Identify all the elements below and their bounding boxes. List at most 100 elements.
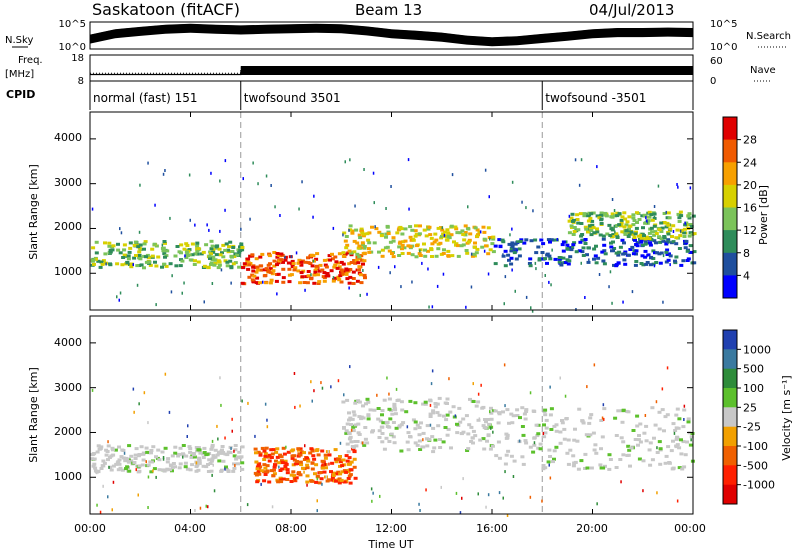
heatmap-cell	[631, 216, 636, 220]
heatmap-cell	[391, 239, 396, 243]
heatmap-cell	[607, 453, 612, 457]
heatmap-cell	[531, 450, 536, 454]
heatmap-cell	[302, 458, 307, 461]
heatmap-cell	[317, 481, 322, 485]
heatmap-cell	[446, 427, 451, 431]
heatmap-cell	[348, 416, 353, 420]
heatmap-cell	[578, 212, 583, 216]
heatmap-cell	[321, 275, 326, 279]
heatmap-cell	[129, 454, 134, 458]
heatmap-cell	[119, 455, 124, 459]
heatmap-cell	[348, 468, 353, 472]
heatmap-cell	[156, 448, 161, 452]
heatmap-cell	[287, 267, 292, 271]
heatmap-speck	[467, 205, 469, 209]
heatmap-cell	[341, 458, 346, 462]
heatmap-speck	[330, 385, 332, 389]
heatmap-cell	[678, 234, 683, 238]
heatmap-speck	[366, 292, 368, 296]
heatmap-cell	[231, 246, 236, 249]
heatmap-speck	[188, 173, 191, 177]
heatmap-cell	[248, 254, 253, 258]
heatmap-cell	[506, 449, 511, 453]
heatmap-cell	[217, 263, 222, 267]
heatmap-cell	[519, 238, 524, 242]
heatmap-cell	[313, 472, 317, 476]
heatmap-cell	[210, 457, 215, 461]
heatmap-cell	[569, 216, 574, 220]
heatmap-cell	[572, 230, 577, 233]
heatmap-cell	[333, 457, 338, 461]
heatmap-cell	[213, 455, 218, 459]
heatmap-cell	[302, 451, 306, 455]
heatmap-cell	[278, 453, 283, 457]
heatmap-cell	[662, 429, 666, 433]
heatmap-cell	[390, 252, 394, 255]
nsky-tick-bottom: 10^0	[59, 42, 86, 53]
heatmap-cell	[682, 235, 687, 238]
heatmap-cell	[311, 454, 316, 458]
heatmap-cell	[474, 251, 479, 255]
heatmap-cell	[381, 421, 386, 425]
heatmap-cell	[564, 417, 569, 420]
heatmap-speck	[431, 369, 434, 373]
heatmap-cell	[339, 260, 344, 264]
heatmap-speck	[512, 475, 515, 478]
heatmap-cell	[250, 253, 255, 257]
heatmap-cell	[256, 268, 261, 272]
colorbar-tick-label: 20	[743, 179, 757, 192]
heatmap-cell	[246, 267, 251, 271]
heatmap-cell	[113, 448, 118, 452]
heatmap-cell	[233, 444, 238, 447]
heatmap-cell	[360, 258, 365, 262]
heatmap-cell	[582, 214, 587, 218]
heatmap-cell	[96, 259, 101, 263]
heatmap-cell	[599, 419, 604, 422]
heatmap-cell	[173, 445, 178, 449]
heatmap-cell	[603, 211, 608, 215]
heatmap-speck	[657, 184, 660, 188]
heatmap-cell	[297, 471, 302, 475]
heatmap-cell	[209, 459, 214, 463]
heatmap-cell	[548, 413, 553, 417]
heatmap-cell	[95, 450, 100, 454]
heatmap-cell	[491, 444, 495, 448]
heatmap-cell	[362, 251, 367, 255]
heatmap-speck	[220, 268, 223, 272]
heatmap-cell	[685, 259, 690, 262]
heatmap-cell	[376, 407, 381, 410]
heatmap-cell	[154, 264, 159, 268]
heatmap-cell	[323, 453, 328, 457]
heatmap-cell	[255, 480, 260, 484]
heatmap-cell	[397, 245, 402, 249]
heatmap-cell	[692, 250, 697, 254]
heatmap-cell	[234, 457, 239, 461]
heatmap-cell	[242, 262, 247, 266]
heatmap-cell	[385, 425, 390, 428]
heatmap-cell	[591, 226, 596, 230]
heatmap-cell	[652, 239, 657, 243]
heatmap-cell	[211, 250, 216, 254]
heatmap-cell	[362, 443, 367, 447]
heatmap-speck	[274, 205, 276, 209]
heatmap-speck	[262, 280, 264, 284]
heatmap-region	[567, 210, 697, 241]
heatmap-cell	[262, 470, 267, 474]
heatmap-cell	[652, 212, 657, 216]
heatmap-speck	[301, 180, 303, 184]
heatmap-cell	[274, 279, 279, 283]
heatmap-cell	[209, 247, 214, 251]
heatmap-speck	[487, 493, 490, 497]
heatmap-cell	[601, 466, 606, 470]
heatmap-speck	[427, 267, 429, 271]
heatmap-cell	[179, 243, 184, 247]
heatmap-speck	[217, 437, 219, 441]
heatmap-cell	[473, 434, 478, 438]
heatmap-cell	[624, 409, 629, 413]
heatmap-cell	[228, 259, 233, 263]
heatmap-cell	[625, 220, 630, 224]
heatmap-cell	[425, 424, 430, 428]
heatmap-cell	[573, 460, 578, 464]
heatmap-cell	[334, 460, 339, 464]
heatmap-cell	[515, 414, 520, 417]
